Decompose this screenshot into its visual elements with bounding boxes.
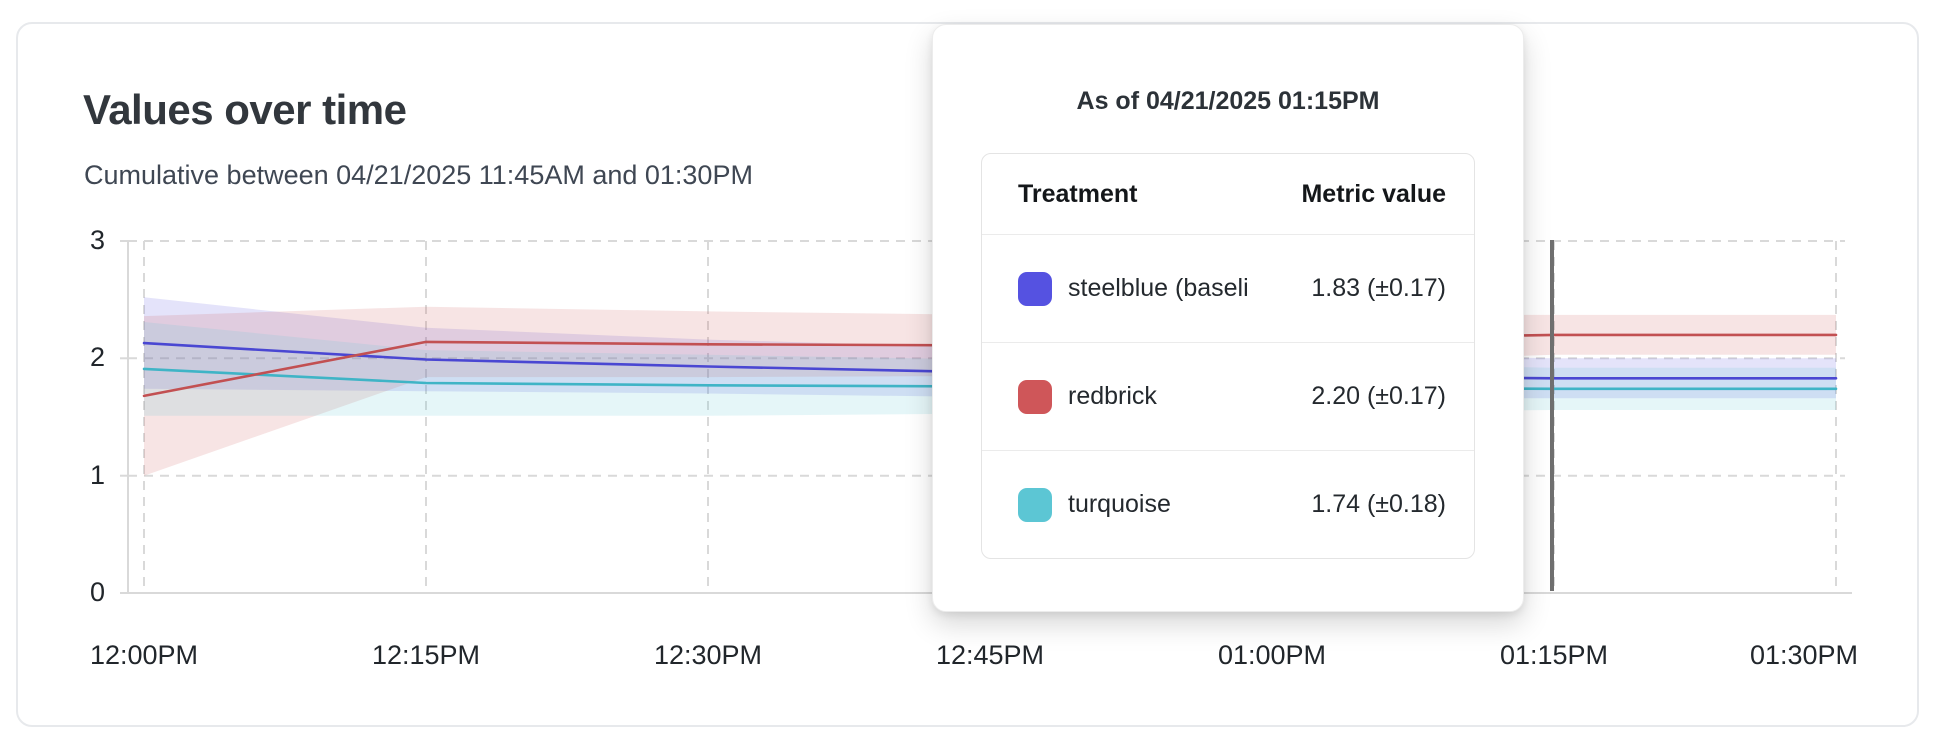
chart-subtitle: Cumulative between 04/21/2025 11:45AM an… [84,160,753,190]
series-color-swatch-icon [1018,379,1052,414]
series-metric-value: 1.83 (±0.17) [1311,274,1446,302]
chart-title: Values over time [83,86,407,133]
tooltip-title: As of 04/21/2025 01:15PM [1076,87,1380,115]
series-color-swatch-icon [1018,487,1052,522]
series-label: steelblue (baseli [1068,274,1249,302]
column-header-metric-value: Metric value [1301,179,1446,208]
table-row: redbrick 2.20 (±0.17) [982,342,1474,450]
series-label: turquoise [1068,490,1171,518]
chart-hover-tooltip: As of 04/21/2025 01:15PM Treatment Metri… [932,24,1524,612]
series-metric-value: 1.74 (±0.18) [1311,490,1446,518]
series-label: redbrick [1068,382,1157,410]
tooltip-table-header: Treatment Metric value [982,154,1474,234]
series-color-swatch-icon [1018,271,1052,306]
table-row: turquoise 1.74 (±0.18) [982,450,1474,558]
tooltip-table: Treatment Metric value steelblue (baseli… [981,153,1475,559]
column-header-treatment: Treatment [1018,179,1138,208]
series-metric-value: 2.20 (±0.17) [1311,382,1446,410]
table-row: steelblue (baseli 1.83 (±0.17) [982,234,1474,342]
